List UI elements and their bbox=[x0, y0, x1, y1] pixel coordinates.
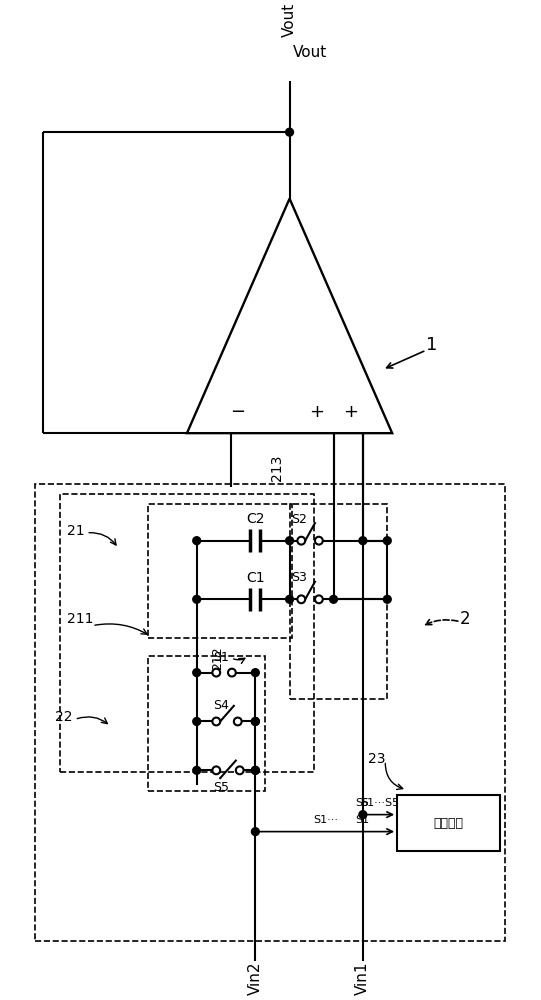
Text: Vout: Vout bbox=[282, 3, 297, 37]
Circle shape bbox=[236, 766, 243, 774]
Circle shape bbox=[193, 595, 201, 603]
Text: +: + bbox=[342, 403, 358, 421]
Text: S4: S4 bbox=[213, 699, 229, 712]
Text: S1: S1 bbox=[213, 651, 229, 664]
Text: +: + bbox=[309, 403, 325, 421]
Text: 1: 1 bbox=[426, 336, 437, 354]
Text: Vin1: Vin1 bbox=[355, 962, 371, 995]
Circle shape bbox=[193, 537, 201, 545]
Text: 211: 211 bbox=[67, 612, 93, 626]
Circle shape bbox=[252, 766, 259, 774]
Text: S1: S1 bbox=[355, 815, 370, 825]
Text: Vout: Vout bbox=[293, 45, 327, 60]
Bar bbox=[148, 504, 293, 638]
Text: S5: S5 bbox=[355, 798, 370, 808]
Text: 212: 212 bbox=[212, 646, 225, 670]
Text: −: − bbox=[230, 403, 245, 421]
Bar bbox=[148, 656, 265, 791]
Circle shape bbox=[252, 718, 259, 725]
Circle shape bbox=[234, 718, 242, 725]
Text: 22: 22 bbox=[55, 710, 72, 724]
Circle shape bbox=[315, 595, 323, 603]
Circle shape bbox=[193, 766, 201, 774]
Text: S1···: S1··· bbox=[314, 815, 339, 825]
Circle shape bbox=[329, 595, 338, 603]
Circle shape bbox=[359, 537, 367, 545]
Bar bbox=[36, 484, 505, 941]
Text: 21: 21 bbox=[67, 524, 84, 538]
Text: S2: S2 bbox=[292, 513, 307, 526]
Text: 2: 2 bbox=[460, 610, 471, 628]
Circle shape bbox=[252, 669, 259, 677]
Circle shape bbox=[213, 718, 220, 725]
Text: 23: 23 bbox=[368, 752, 385, 766]
Text: Vin2: Vin2 bbox=[248, 962, 263, 995]
Circle shape bbox=[286, 595, 293, 603]
Circle shape bbox=[298, 537, 305, 545]
Circle shape bbox=[213, 669, 220, 677]
Circle shape bbox=[193, 718, 201, 725]
Circle shape bbox=[286, 128, 293, 136]
Circle shape bbox=[298, 595, 305, 603]
Text: 213: 213 bbox=[270, 454, 284, 481]
Bar bbox=[289, 504, 387, 699]
Circle shape bbox=[213, 766, 220, 774]
Circle shape bbox=[193, 669, 201, 677]
Circle shape bbox=[384, 537, 391, 545]
Text: 控制單元: 控制單元 bbox=[433, 817, 464, 830]
Bar bbox=[397, 795, 500, 851]
Text: S5: S5 bbox=[213, 781, 229, 794]
Bar bbox=[60, 494, 314, 772]
Text: S1···S5: S1···S5 bbox=[360, 798, 399, 808]
Circle shape bbox=[286, 537, 293, 545]
Circle shape bbox=[252, 828, 259, 836]
Circle shape bbox=[252, 766, 259, 774]
Circle shape bbox=[228, 669, 236, 677]
Circle shape bbox=[252, 718, 259, 725]
Circle shape bbox=[315, 537, 323, 545]
Text: S3: S3 bbox=[292, 571, 307, 584]
Text: C2: C2 bbox=[246, 512, 265, 526]
Text: C1: C1 bbox=[246, 571, 265, 585]
Circle shape bbox=[359, 811, 367, 819]
Circle shape bbox=[384, 595, 391, 603]
